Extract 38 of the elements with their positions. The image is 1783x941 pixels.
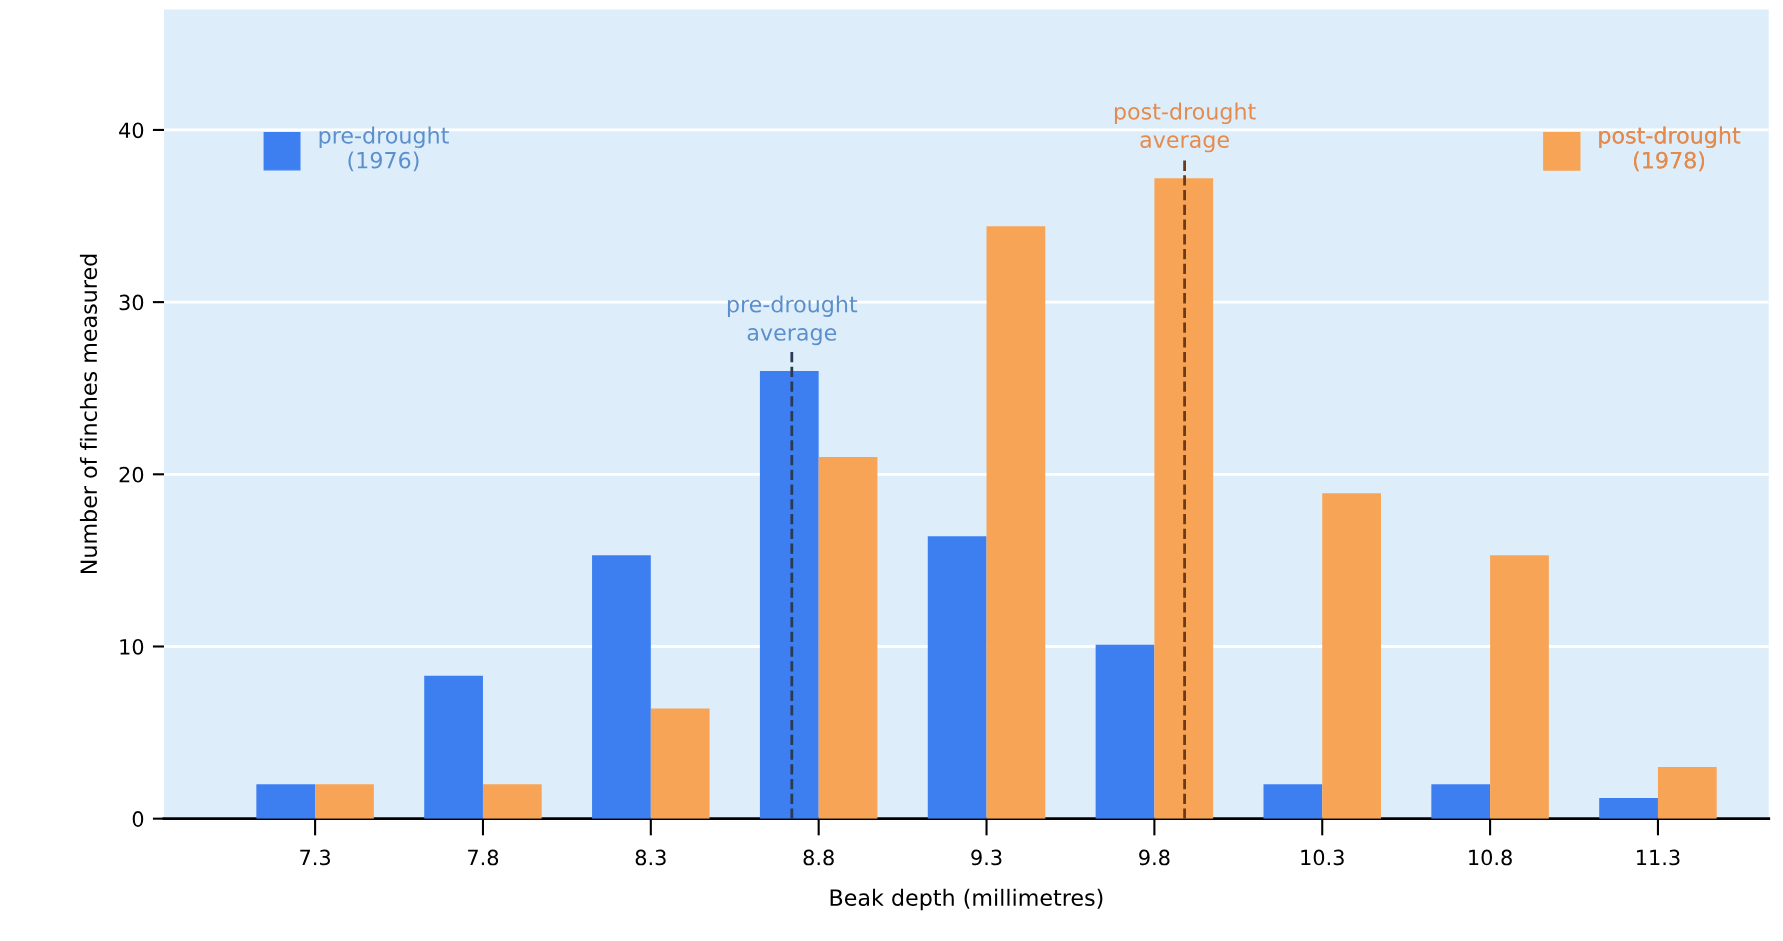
- y-axis-title: Number of finches measured: [79, 254, 98, 574]
- ref-line-label: post-drought average: [1114, 102, 1256, 153]
- legend-label: post-drought (1978): [1599, 126, 1741, 172]
- x-tick-label: 8.3: [635, 849, 666, 866]
- bar: [1263, 784, 1323, 819]
- x-tick-label: 10.8: [1469, 849, 1512, 866]
- x-tick-label: 7.3: [300, 849, 330, 866]
- ref-line-label: pre-drought average: [727, 295, 858, 346]
- x-tick-label: 11.3: [1637, 849, 1680, 866]
- bar: [1322, 493, 1381, 819]
- legend-label: pre-drought (1976): [319, 126, 449, 172]
- bar: [1490, 555, 1549, 819]
- bar: [986, 226, 1046, 819]
- y-tick-label: 10: [120, 638, 144, 655]
- y-tick-label: 40: [119, 122, 144, 139]
- x-tick-label: 9.3: [971, 849, 1002, 866]
- x-tick-label: 10.3: [1301, 849, 1344, 866]
- y-tick-label: 30: [119, 294, 144, 311]
- bar: [1599, 798, 1658, 819]
- x-axis-title: Beak depth (millimetres): [830, 888, 1103, 911]
- bar: [1154, 178, 1214, 819]
- x-tick-label: 7.8: [468, 849, 499, 866]
- y-tick-label: 0: [132, 811, 144, 827]
- bar: [650, 708, 710, 819]
- bar: [315, 784, 374, 819]
- bar: [759, 370, 819, 819]
- bar: [424, 675, 483, 819]
- bar: [818, 457, 878, 819]
- bar: [927, 536, 987, 819]
- bar: [1095, 644, 1155, 819]
- bar: [592, 555, 651, 819]
- x-tick-label: 8.8: [803, 849, 834, 866]
- bar: [256, 784, 316, 819]
- y-tick-label: 20: [119, 466, 144, 483]
- x-tick-label: 9.8: [1139, 849, 1170, 866]
- bar: [1431, 784, 1491, 819]
- bar: [1657, 767, 1717, 819]
- bar: [482, 784, 542, 819]
